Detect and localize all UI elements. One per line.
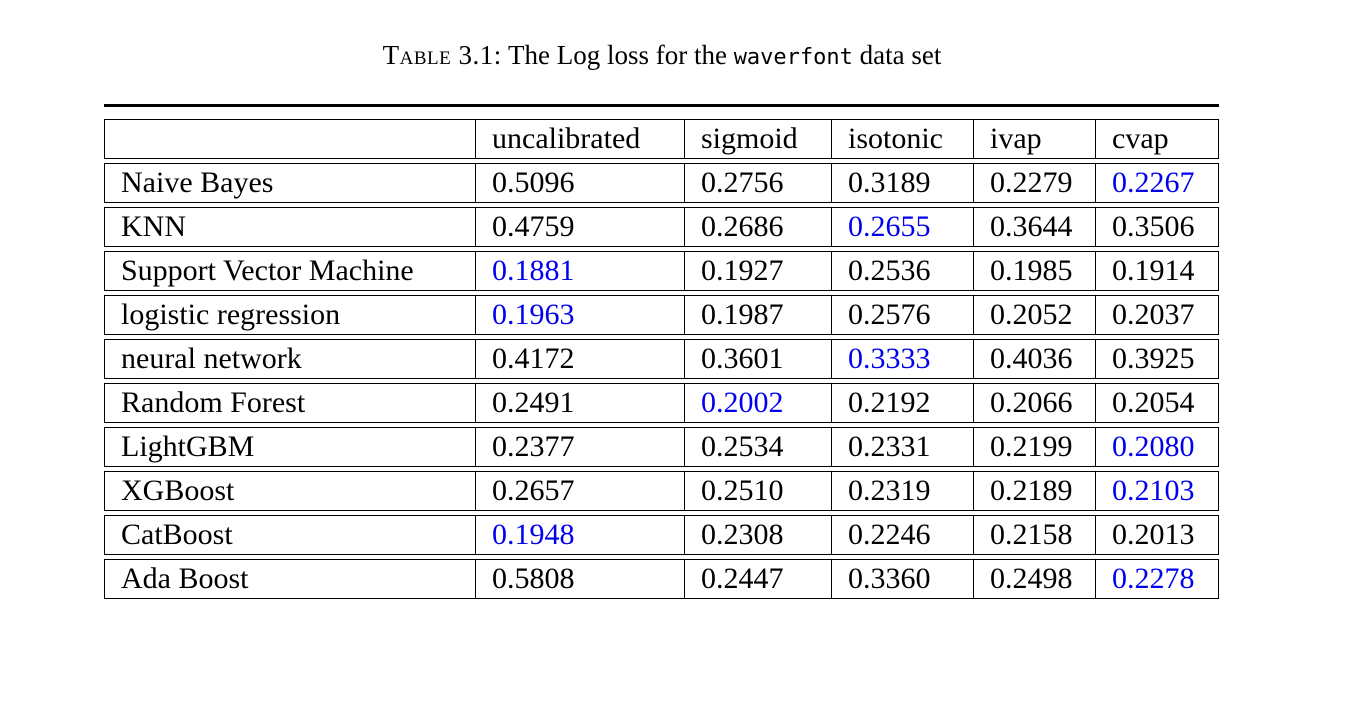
value-cell: 0.5096 xyxy=(475,163,684,203)
value-cell: 0.1963 xyxy=(475,295,684,335)
value-cell: 0.1914 xyxy=(1095,251,1219,291)
value-cell: 0.2103 xyxy=(1095,471,1219,511)
table-row: CatBoost 0.1948 0.2308 0.2246 0.2158 0.2013 xyxy=(104,515,1219,555)
value-cell: 0.2576 xyxy=(831,295,973,335)
value-cell: 0.2319 xyxy=(831,471,973,511)
value-cell: 0.2756 xyxy=(684,163,831,203)
value-cell: 0.2192 xyxy=(831,383,973,423)
caption-text-before: The Log loss for the xyxy=(507,40,727,70)
value-cell: 0.2052 xyxy=(973,295,1095,335)
caption-label: Table 3.1: xyxy=(382,40,502,70)
value-cell: 0.2534 xyxy=(684,427,831,467)
row-label-cell: Ada Boost xyxy=(104,559,475,599)
value-cell: 0.2066 xyxy=(973,383,1095,423)
log-loss-table: uncalibrated sigmoid isotonic ivap cvap … xyxy=(104,115,1219,603)
value-cell: 0.2447 xyxy=(684,559,831,599)
value-cell: 0.2158 xyxy=(973,515,1095,555)
header-cell-uncalibrated: uncalibrated xyxy=(475,119,684,159)
row-label-cell: Support Vector Machine xyxy=(104,251,475,291)
value-cell: 0.2267 xyxy=(1095,163,1219,203)
value-cell: 0.2199 xyxy=(973,427,1095,467)
row-label-cell: XGBoost xyxy=(104,471,475,511)
value-cell: 0.2491 xyxy=(475,383,684,423)
value-cell: 0.2510 xyxy=(684,471,831,511)
header-cell-corner xyxy=(104,119,475,159)
row-label-cell: logistic regression xyxy=(104,295,475,335)
value-cell: 0.3506 xyxy=(1095,207,1219,247)
table-row: Ada Boost 0.5808 0.2447 0.3360 0.2498 0.2278 xyxy=(104,559,1219,599)
value-cell: 0.2655 xyxy=(831,207,973,247)
table-row: LightGBM 0.2377 0.2534 0.2331 0.2199 0.2080 xyxy=(104,427,1219,467)
value-cell: 0.3189 xyxy=(831,163,973,203)
value-cell: 0.3601 xyxy=(684,339,831,379)
value-cell: 0.2002 xyxy=(684,383,831,423)
table-caption: Table 3.1: The Log loss for the waverfon… xyxy=(0,40,1324,71)
value-cell: 0.2013 xyxy=(1095,515,1219,555)
table-row: logistic regression 0.1963 0.1987 0.2576 0.2… xyxy=(104,295,1219,335)
header-cell-isotonic: isotonic xyxy=(831,119,973,159)
row-label-cell: Random Forest xyxy=(104,383,475,423)
table-row: Random Forest 0.2491 0.2002 0.2192 0.2066 0.2… xyxy=(104,383,1219,423)
top-rule xyxy=(104,104,1219,107)
header-cell-cvap: cvap xyxy=(1095,119,1219,159)
value-cell: 0.4036 xyxy=(973,339,1095,379)
table-body: uncalibrated sigmoid isotonic ivap cvap … xyxy=(104,119,1219,599)
value-cell: 0.2189 xyxy=(973,471,1095,511)
caption-text-after: data set xyxy=(859,40,942,70)
value-cell: 0.2246 xyxy=(831,515,973,555)
value-cell: 0.2377 xyxy=(475,427,684,467)
caption-dataset-name: waverfont xyxy=(733,45,853,70)
table-row: Support Vector Machine 0.1881 0.1927 0.2536… xyxy=(104,251,1219,291)
value-cell: 0.1948 xyxy=(475,515,684,555)
row-label-cell: KNN xyxy=(104,207,475,247)
table-row: XGBoost 0.2657 0.2510 0.2319 0.2189 0.2103 xyxy=(104,471,1219,511)
value-cell: 0.2657 xyxy=(475,471,684,511)
value-cell: 0.1881 xyxy=(475,251,684,291)
value-cell: 0.3333 xyxy=(831,339,973,379)
value-cell: 0.2279 xyxy=(973,163,1095,203)
value-cell: 0.2686 xyxy=(684,207,831,247)
value-cell: 0.2536 xyxy=(831,251,973,291)
value-cell: 0.1987 xyxy=(684,295,831,335)
value-cell: 0.3925 xyxy=(1095,339,1219,379)
value-cell: 0.4172 xyxy=(475,339,684,379)
table-row: Naive Bayes 0.5096 0.2756 0.3189 0.2279 0.226… xyxy=(104,163,1219,203)
row-label-cell: CatBoost xyxy=(104,515,475,555)
header-cell-ivap: ivap xyxy=(973,119,1095,159)
value-cell: 0.3360 xyxy=(831,559,973,599)
table-row: KNN 0.4759 0.2686 0.2655 0.3644 0.3506 xyxy=(104,207,1219,247)
value-cell: 0.2054 xyxy=(1095,383,1219,423)
header-cell-sigmoid: sigmoid xyxy=(684,119,831,159)
value-cell: 0.1927 xyxy=(684,251,831,291)
value-cell: 0.2308 xyxy=(684,515,831,555)
value-cell: 0.2278 xyxy=(1095,559,1219,599)
value-cell: 0.2498 xyxy=(973,559,1095,599)
table-row: neural network 0.4172 0.3601 0.3333 0.4036 0.… xyxy=(104,339,1219,379)
value-cell: 0.3644 xyxy=(973,207,1095,247)
row-label-cell: neural network xyxy=(104,339,475,379)
value-cell: 0.1985 xyxy=(973,251,1095,291)
value-cell: 0.2080 xyxy=(1095,427,1219,467)
value-cell: 0.2331 xyxy=(831,427,973,467)
header-row: uncalibrated sigmoid isotonic ivap cvap xyxy=(104,119,1219,159)
row-label-cell: LightGBM xyxy=(104,427,475,467)
row-label-cell: Naive Bayes xyxy=(104,163,475,203)
value-cell: 0.2037 xyxy=(1095,295,1219,335)
value-cell: 0.5808 xyxy=(475,559,684,599)
value-cell: 0.4759 xyxy=(475,207,684,247)
